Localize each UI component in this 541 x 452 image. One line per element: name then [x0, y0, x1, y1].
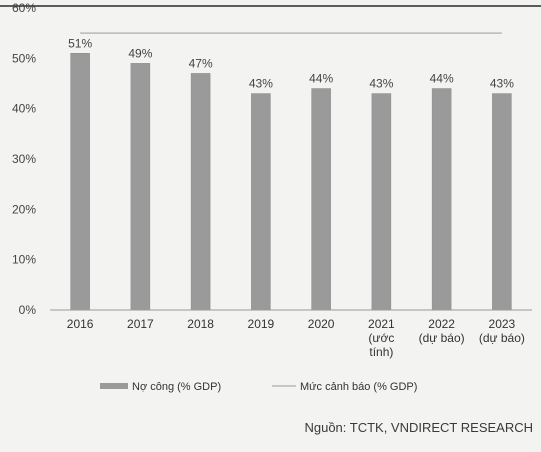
y-tick-label: 40%: [12, 102, 36, 116]
bar-value-label: 44%: [309, 72, 333, 86]
bar-value-label: 44%: [430, 72, 454, 86]
x-tick-label: 2018: [187, 317, 214, 331]
x-tick-label: 2023: [489, 317, 516, 331]
bar: [431, 88, 452, 311]
x-tick-label: 2016: [67, 317, 94, 331]
bar-value-label: 47%: [189, 56, 213, 70]
x-tick-label: tính): [369, 345, 393, 359]
x-tick-label: 2017: [127, 317, 154, 331]
legend-line-label: Mức cảnh báo (% GDP): [300, 381, 417, 393]
x-tick-label: 2021: [368, 317, 395, 331]
bar-value-label: 43%: [490, 77, 514, 91]
bar-value-label: 43%: [249, 77, 273, 91]
bar: [190, 73, 211, 311]
source-note: Nguồn: TCTK, VNDIRECT RESEARCH: [304, 420, 533, 435]
bar-value-label: 43%: [369, 77, 393, 91]
x-tick-label: (dự báo): [419, 331, 465, 345]
x-tick-label: (dự báo): [479, 331, 525, 345]
x-tick-label: (ước: [368, 331, 394, 345]
y-tick-label: 60%: [12, 1, 36, 15]
y-tick-label: 30%: [12, 152, 36, 166]
y-tick-label: 50%: [12, 51, 36, 65]
bar: [371, 93, 392, 311]
legend-bar-label: Nợ công (% GDP): [132, 381, 221, 393]
y-tick-label: 20%: [12, 202, 36, 216]
bar: [311, 88, 331, 311]
x-tick-label: 2019: [248, 317, 275, 331]
bar-value-label: 51%: [68, 36, 92, 50]
bar: [70, 53, 90, 311]
y-tick-label: 0%: [19, 303, 37, 317]
x-tick-label: 2022: [428, 317, 455, 331]
bar: [130, 63, 151, 311]
bar: [251, 93, 271, 311]
bar-value-label: 49%: [128, 46, 152, 60]
bar: [492, 93, 512, 311]
legend-bar-swatch: [100, 383, 128, 389]
y-tick-label: 10%: [12, 253, 36, 267]
x-tick-label: 2020: [308, 317, 335, 331]
